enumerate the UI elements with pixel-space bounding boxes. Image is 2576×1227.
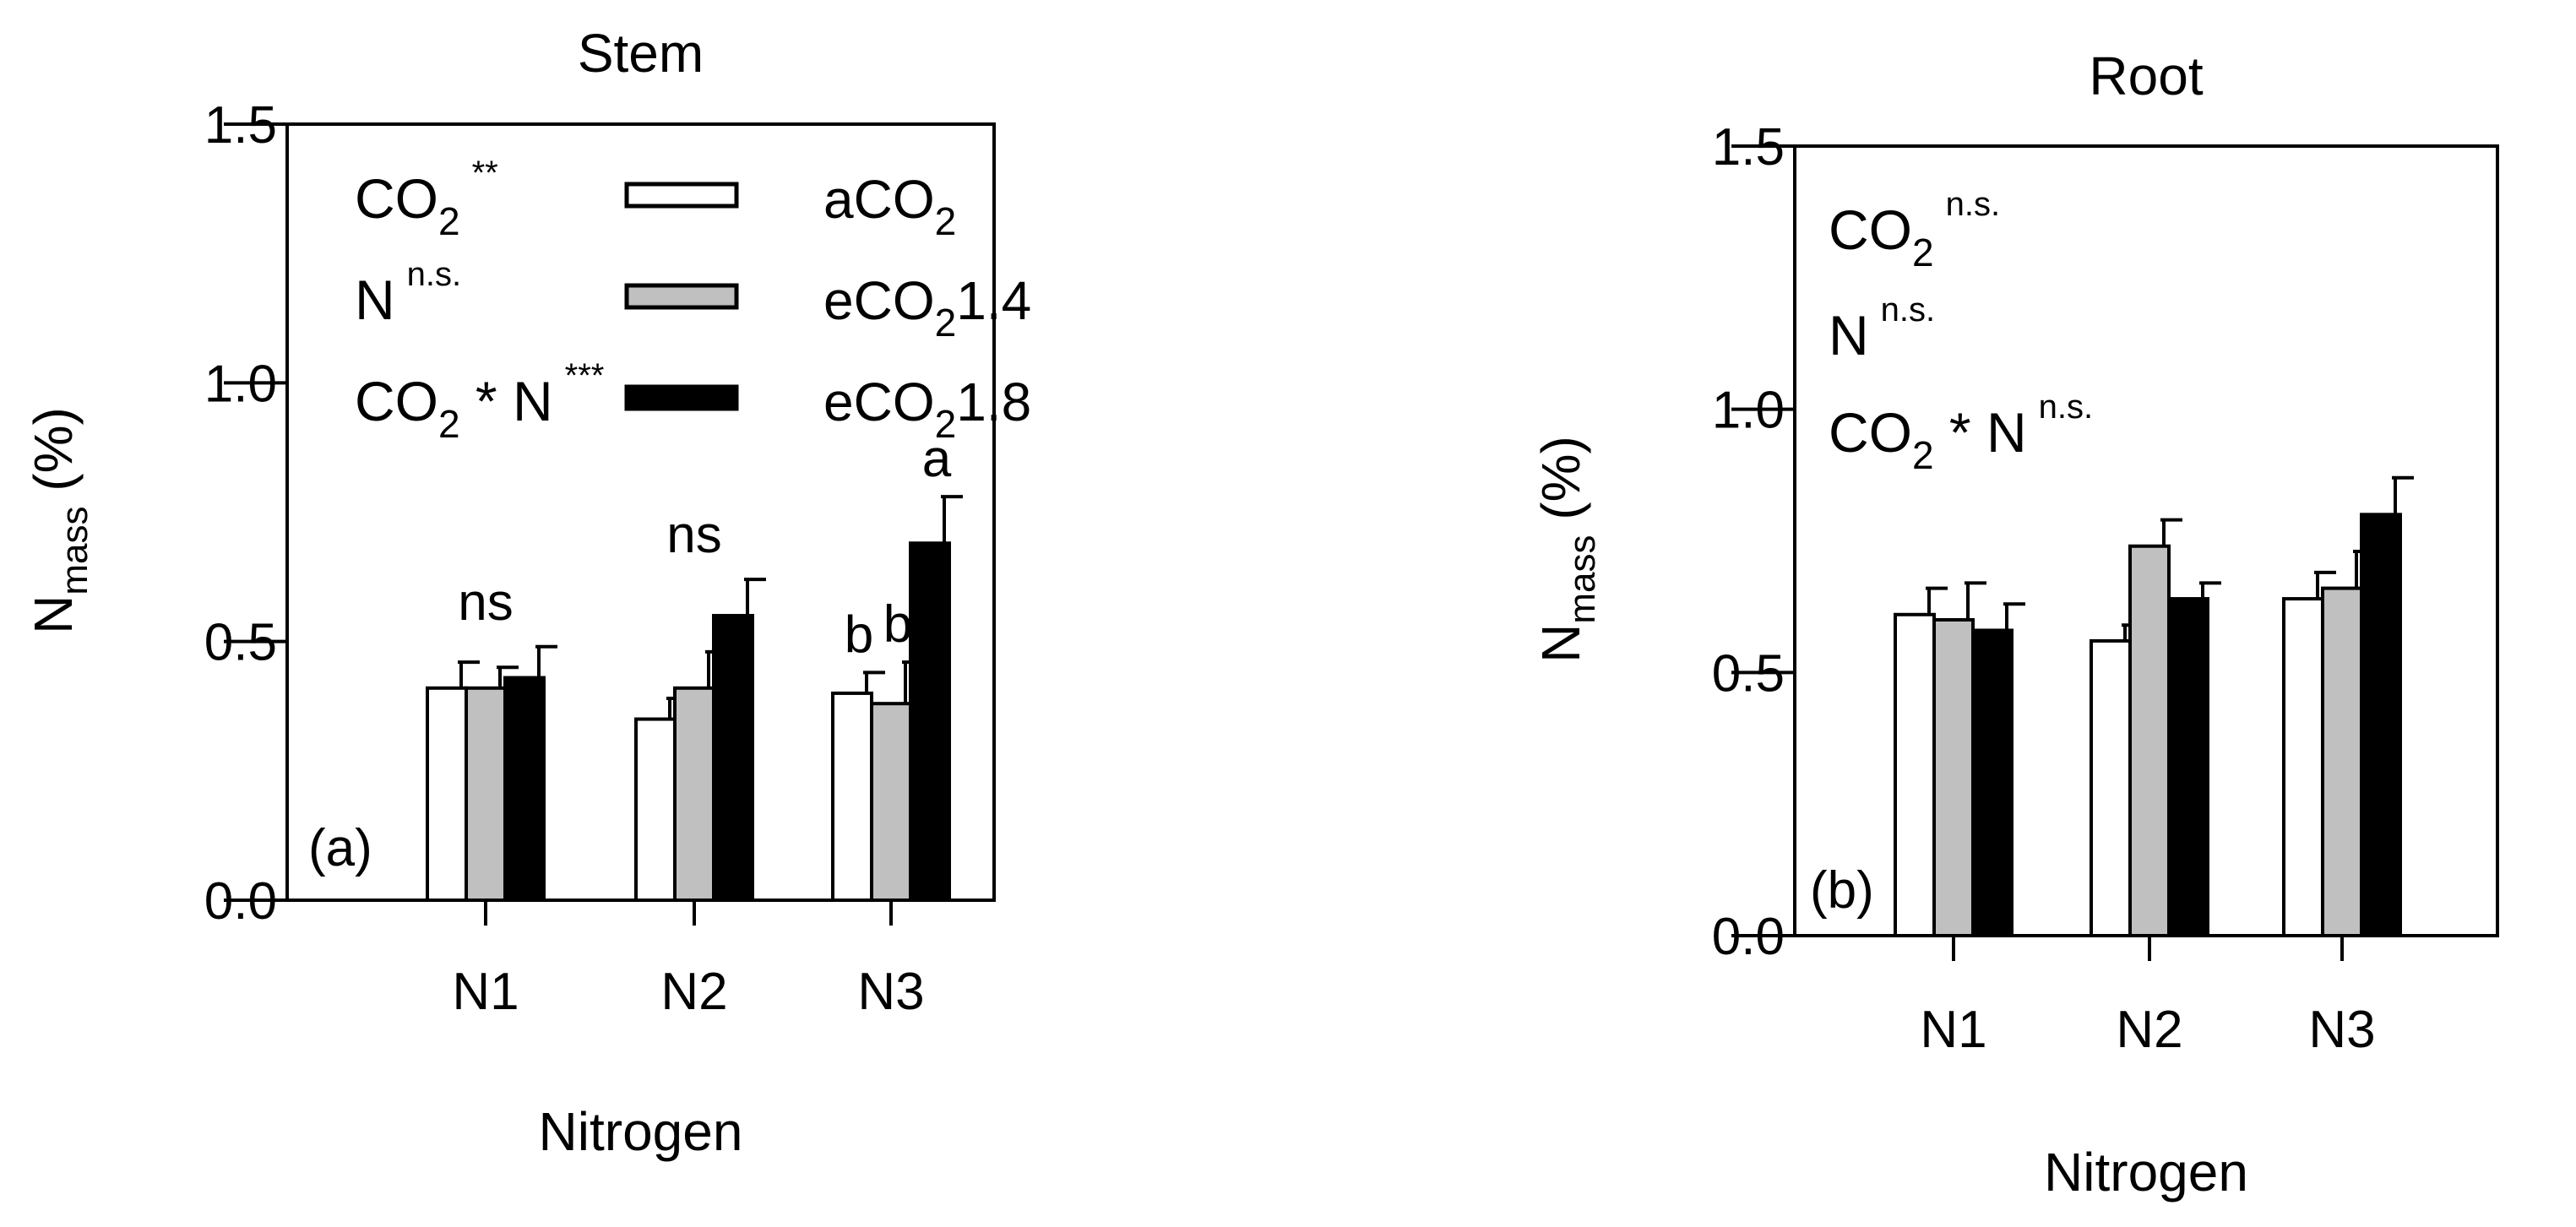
stat-main: CO <box>1829 198 1912 261</box>
legend-label-sub: 2 <box>935 402 957 446</box>
stat-main: N <box>1829 304 1869 366</box>
stat-line: CO2 * N n.s. <box>1829 388 2093 477</box>
group-label: ns <box>458 573 513 632</box>
stat-significance: ** <box>472 155 498 192</box>
stat-line: CO2 ** <box>355 155 498 243</box>
y-axis-title-sub: mass <box>1562 535 1603 623</box>
stat-tail: * N <box>1934 401 2027 464</box>
bar-aCO2-N2 <box>634 717 677 902</box>
y-tick-label: 0.5 <box>204 614 277 672</box>
bar-eCO21.8-N1 <box>1971 628 2014 937</box>
x-axis-title: Nitrogen <box>2044 1142 2248 1203</box>
bar-eCO21.4-N3 <box>870 702 912 902</box>
stat-line: CO2 * N *** <box>355 357 604 446</box>
legend-label-sub: 2 <box>935 301 957 345</box>
bar-aCO2-N2 <box>2090 638 2132 938</box>
y-tick-label: 1.0 <box>1712 382 1785 440</box>
bar-eCO21.8-N2 <box>712 614 754 902</box>
stat-sub: 2 <box>438 402 460 446</box>
stat-sub: 2 <box>1912 433 1934 477</box>
bar-eCO21.4-N3 <box>2321 586 2363 937</box>
y-axis-title-main: N <box>1530 624 1591 663</box>
panel-title: Stem <box>578 23 704 84</box>
y-axis-title-main: N <box>23 595 84 634</box>
y-tick-label: 0.0 <box>1712 908 1785 966</box>
bar-aCO2-N3 <box>2282 597 2324 937</box>
stat-main: CO <box>355 370 438 432</box>
legend-label-main: eCO <box>823 372 935 432</box>
y-axis-title-unit: (%) <box>1530 436 1591 535</box>
stat-significance: n.s. <box>1881 291 1935 328</box>
stat-significance: *** <box>565 357 605 394</box>
panel-title: Root <box>2089 46 2203 106</box>
y-axis-title: Nmass (%) <box>23 407 95 634</box>
bar-eCO21.8-N3 <box>909 541 951 902</box>
stat-tail: * N <box>460 370 553 432</box>
x-tick-label: N2 <box>660 963 727 1021</box>
panel-tag: (a) <box>308 819 372 877</box>
legend-swatch-eCO21.4 <box>624 283 739 310</box>
bar-eCO21.4-N1 <box>1932 618 1975 937</box>
significance-letter: b <box>845 605 873 664</box>
y-tick-label: 1.5 <box>204 96 277 155</box>
stat-significance: n.s. <box>407 256 461 293</box>
panel-tag: (b) <box>1810 861 1874 920</box>
x-axis-title: Nitrogen <box>539 1101 743 1162</box>
legend-label-tail: 1.4 <box>956 270 1031 331</box>
legend-label-sub: 2 <box>935 199 957 243</box>
bar-eCO21.4-N2 <box>2128 544 2171 937</box>
legend-label-main: aCO <box>823 169 935 230</box>
bar-aCO2-N1 <box>1894 612 1936 937</box>
x-tick-label: N3 <box>2308 1001 2375 1059</box>
y-axis-title: Nmass (%) <box>1530 436 1603 663</box>
legend-label: aCO2 <box>823 169 956 243</box>
y-tick-label: 1.5 <box>1712 118 1785 176</box>
x-tick-label: N2 <box>2116 1001 2182 1059</box>
stat-main: CO <box>355 167 438 230</box>
legend-label: eCO21.8 <box>823 372 1031 446</box>
significance-letter: a <box>922 430 952 488</box>
stat-line: CO2 n.s. <box>1829 186 2000 274</box>
group-label: ns <box>666 506 721 564</box>
stat-main: N <box>355 269 395 331</box>
legend-label-tail: 1.8 <box>956 372 1031 432</box>
y-tick-label: 1.0 <box>204 355 277 413</box>
bar-eCO21.8-N1 <box>503 676 546 902</box>
x-tick-label: N1 <box>1920 1001 1986 1059</box>
legend-swatch-aCO2 <box>624 182 739 209</box>
stat-significance: n.s. <box>1946 186 2000 223</box>
bar-eCO21.4-N1 <box>465 686 507 902</box>
bar-aCO2-N1 <box>426 686 468 902</box>
stat-significance: n.s. <box>2039 388 2093 426</box>
x-tick-label: N3 <box>857 963 924 1021</box>
bar-eCO21.8-N3 <box>2360 513 2402 937</box>
legend-swatch-eCO21.8 <box>624 384 739 411</box>
stat-sub: 2 <box>1912 231 1934 274</box>
bar-aCO2-N3 <box>831 691 873 903</box>
stat-main: CO <box>1829 401 1912 464</box>
y-axis-title-unit: (%) <box>23 407 84 506</box>
legend-label: eCO21.4 <box>823 270 1031 345</box>
y-tick-label: 0.5 <box>1712 644 1785 703</box>
y-axis-title-sub: mass <box>54 506 95 594</box>
legend-label-main: eCO <box>823 270 935 331</box>
bar-eCO21.4-N2 <box>673 686 715 902</box>
stat-sub: 2 <box>438 199 460 243</box>
x-tick-label: N1 <box>452 963 519 1021</box>
y-tick-label: 0.0 <box>204 872 277 931</box>
bar-eCO21.8-N2 <box>2167 597 2209 937</box>
significance-letter: b <box>883 595 912 654</box>
